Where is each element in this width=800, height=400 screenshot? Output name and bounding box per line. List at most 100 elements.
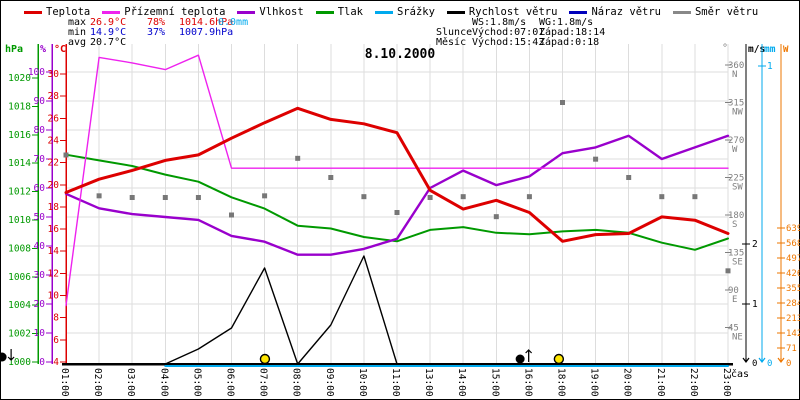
x-tick-label: 06:00 <box>225 368 236 397</box>
y-axis-radiation: W 639 568 497 426 355 284 213 142 71 0 <box>777 44 800 369</box>
x-tick-label: 20:00 <box>622 368 633 397</box>
tick-label-deg: 270 <box>728 136 744 146</box>
series-line <box>65 255 729 365</box>
tick-label: 1006 <box>8 272 31 283</box>
tick-label: 1 <box>767 61 773 72</box>
wind-direction-marker <box>460 194 466 200</box>
stats-row-max: max 26.9°C 78% 1014.6hPa 0.0mm <box>68 18 288 28</box>
tick-label-zero: 0 <box>786 359 791 369</box>
wind-gust-max: WG:1.8m/s <box>539 17 594 28</box>
x-tick-label: 21:00 <box>655 368 666 397</box>
moon-label: Měsíc <box>436 37 467 48</box>
tick-label: 1000 <box>8 357 31 368</box>
tick-label: 22 <box>48 158 59 169</box>
stats-row-min: min 14.9°C 37% 1007.9hPa <box>68 28 288 38</box>
prizemni-teplota-line-swatch-icon <box>102 10 121 14</box>
legend-item-naraz-vetru: Náraz větru <box>569 6 661 18</box>
tick-label: 1020 <box>8 73 31 84</box>
legend-label: Rychlost větru <box>468 6 558 18</box>
wind-direction-marker <box>262 193 268 199</box>
legend-label: Tlak <box>337 6 363 18</box>
tick-label: 1 <box>752 299 758 310</box>
tick-label: 70 <box>34 154 46 165</box>
min-humidity: 37% <box>147 27 166 38</box>
series-line <box>64 106 730 243</box>
tick-label: 213 <box>786 314 800 324</box>
wind-direction-marker <box>361 194 367 200</box>
naraz-vetru-line-swatch-icon <box>569 10 588 14</box>
legend-label: Náraz větru <box>591 6 661 18</box>
precip-total: 0.0mm <box>218 17 249 28</box>
tick-label: 60 <box>34 183 46 194</box>
tick-label: 50 <box>34 212 46 223</box>
avg-label: avg <box>68 37 87 48</box>
sunset-marker <box>553 353 565 365</box>
tick-label-compass: SE <box>732 258 743 268</box>
moonrise-time: Východ:15:43 <box>472 37 545 48</box>
axis-end-arrow-icon <box>777 357 785 363</box>
vlhkost-line-swatch-icon <box>237 10 256 14</box>
legend-item-prizemni-teplota: Přízemní teplota <box>102 6 225 18</box>
tick-label: 497 <box>786 254 800 264</box>
arrow-down-icon <box>7 349 15 361</box>
tick-label-zero: 0 <box>752 359 757 369</box>
tick-label-compass: S <box>732 220 737 230</box>
tick-label: 2 <box>752 239 758 250</box>
tick-label: 0 <box>39 357 45 368</box>
chart-title: 8.10.2000 <box>364 47 436 62</box>
tick-label: 28 <box>48 91 60 102</box>
legend-label: Srážky <box>396 6 435 18</box>
axis-unit-direction: ° <box>722 43 728 54</box>
stats-row-sun: Slunce Východ:07:01 Západ:18:14 <box>436 28 686 38</box>
arrow-up-icon <box>525 349 533 362</box>
x-tick-label: 16:00 <box>522 368 533 397</box>
series-line <box>65 153 729 251</box>
wind-direction-marker <box>593 156 599 162</box>
sunrise-time: Východ:07:01 <box>472 27 545 38</box>
wind-direction-marker <box>195 195 201 200</box>
tick-label: 90 <box>34 96 46 107</box>
stats-block-left: max 26.9°C 78% 1014.6hPa 0.0mm min 14.9°… <box>68 18 288 48</box>
axis-unit-humidity: % <box>40 44 46 55</box>
series-vlhkost <box>64 134 730 256</box>
tick-label: 355 <box>786 284 800 294</box>
x-axis-title: čas <box>731 368 749 380</box>
legend-item-srazky: Srážky <box>374 6 435 18</box>
axis-unit-pressure: hPa <box>5 44 23 55</box>
tick-label: 1010 <box>8 215 31 226</box>
x-tick-label: 18:00 <box>556 368 567 397</box>
tick-label: 1008 <box>8 243 31 254</box>
tick-label: 639 <box>786 224 800 234</box>
stats-row-moon: Měsíc Východ:15:43 Západ:0:18 <box>436 38 686 48</box>
series-line <box>64 134 730 256</box>
tick-label-compass: W <box>732 145 738 155</box>
series-rychlost-v-tru <box>65 255 729 365</box>
tick-label: 142 <box>786 329 800 339</box>
axis-unit-temperature: °C <box>54 44 66 55</box>
y-axis-pressure: hPa 1020 1018 1016 1014 1012 1010 1008 1006 1004 1… <box>5 44 39 368</box>
sunrise-marker <box>259 353 271 365</box>
wind-direction-marker <box>394 210 400 215</box>
series-line <box>65 54 729 307</box>
tick-label: 20 <box>34 299 46 310</box>
tick-label: 8 <box>53 313 59 324</box>
tick-label: 1018 <box>8 101 31 112</box>
tick-label: 1016 <box>8 130 31 141</box>
legend-item-teplota: Teplota <box>24 6 90 18</box>
tick-label-compass: N <box>732 70 737 80</box>
x-tick-label: 09:00 <box>324 368 335 397</box>
tick-label: 12 <box>48 268 59 279</box>
legend-item-vlhkost: Vlhkost <box>237 6 304 18</box>
legend-label: Směr větru <box>694 6 759 18</box>
sunset-time: Západ:18:14 <box>539 27 606 38</box>
tick-label: 24 <box>48 135 60 146</box>
legend-item-tlak: Tlak <box>315 6 363 18</box>
tick-label: 40 <box>34 241 46 252</box>
wind-direction-marker <box>229 212 234 218</box>
tick-label-deg: 45 <box>728 324 739 334</box>
x-tick-label: 22:00 <box>688 368 699 397</box>
gridlines <box>65 44 729 363</box>
wind-direction-marker <box>63 152 69 158</box>
